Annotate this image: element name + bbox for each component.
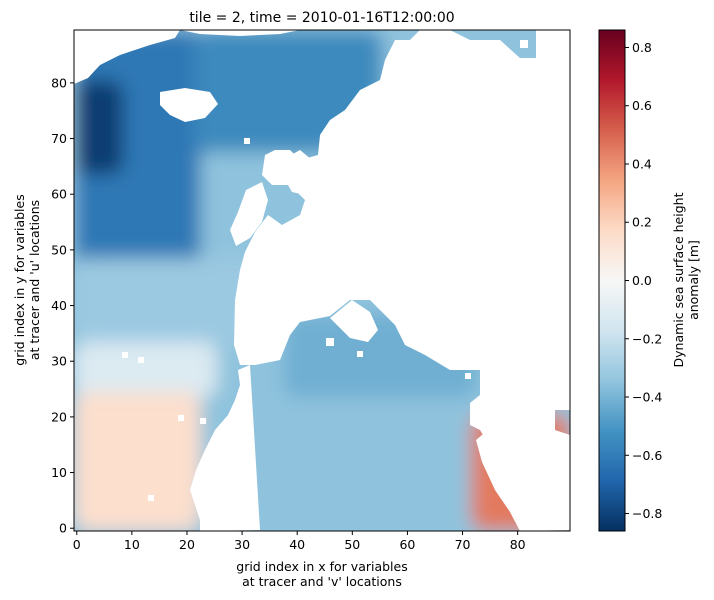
y-axis: 0 10 20 30 40 50 60 70 80 [51, 75, 74, 536]
colorbar-tick-label: 0.6 [632, 98, 652, 113]
x-tick-label: 50 [344, 537, 360, 552]
land-italy [330, 300, 378, 342]
x-tick-label: 0 [73, 537, 81, 552]
plot-area: 0 10 20 30 40 50 60 70 80 0 10 20 30 40 50 60 70 80 [51, 29, 571, 552]
land-dot-10 [520, 40, 528, 48]
colorbar-label-line-2: anomaly [m] [686, 240, 701, 320]
field-region-2 [74, 80, 124, 175]
colorbar: −0.8 −0.6 −0.4 −0.2 0.0 0.2 0.4 0.6 0.8 Dynamic … [598, 29, 701, 532]
colorbar-tick-label: 0.0 [632, 273, 652, 288]
y-tick-label: 50 [51, 242, 67, 257]
land-dot-2 [138, 357, 144, 363]
y-axis-label-line-2: at tracer and 'u' locations [27, 200, 42, 360]
x-tick-label: 80 [510, 537, 526, 552]
land-mask [74, 30, 570, 531]
land-top-strip [180, 30, 300, 36]
x-axis: 0 10 20 30 40 50 60 70 80 [73, 531, 526, 552]
x-tick-label: 30 [234, 537, 250, 552]
colorbar-tick-label: 0.4 [632, 156, 652, 171]
x-tick-label: 10 [124, 537, 140, 552]
field-region-7 [74, 391, 201, 531]
land-dot-1 [122, 352, 128, 358]
land-british-isles [230, 182, 268, 246]
land-europe-africa [234, 30, 570, 505]
colorbar-tick-label: 0.8 [632, 40, 652, 55]
land-dot-3 [148, 495, 154, 501]
x-axis-label-line-2: at tracer and 'v' locations [242, 574, 402, 589]
y-tick-label: 20 [51, 409, 67, 424]
y-tick-label: 30 [51, 354, 67, 369]
colorbar-tick-label: −0.2 [632, 331, 662, 346]
colorbar-tick-label: −0.4 [632, 390, 662, 405]
colorbar-ticks: −0.8 −0.6 −0.4 −0.2 0.0 0.2 0.4 0.6 0.8 [625, 40, 662, 521]
land-island [160, 88, 218, 122]
colorbar-label-line-1: Dynamic sea surface height [671, 192, 686, 367]
colorbar-tick-label: 0.2 [632, 215, 652, 230]
plot-frame [73, 29, 571, 532]
land-scandinavia [282, 150, 315, 195]
ssh-field [74, 30, 570, 531]
x-tick-label: 70 [455, 537, 471, 552]
y-tick-label: 10 [51, 465, 67, 480]
land-dot-6 [326, 338, 334, 346]
land-dot-8 [465, 373, 471, 379]
land-dot-5 [200, 418, 206, 424]
land-dot-7 [357, 351, 363, 357]
y-tick-label: 0 [59, 521, 67, 536]
y-tick-label: 70 [51, 131, 67, 146]
y-tick-label: 60 [51, 187, 67, 202]
field-region-6 [74, 341, 218, 398]
x-tick-label: 40 [289, 537, 305, 552]
y-axis-label-line-1: grid index in y for variables [12, 194, 27, 365]
colorbar-tick-label: −0.6 [632, 448, 662, 463]
x-tick-label: 20 [179, 537, 195, 552]
land-greenland [74, 30, 180, 84]
colorbar-gradient [598, 29, 626, 532]
x-axis-label-line-1: grid index in x for variables [236, 559, 407, 574]
x-tick-label: 60 [399, 537, 415, 552]
y-tick-label: 80 [51, 75, 67, 90]
land-arabia [476, 430, 570, 531]
colorbar-tick-label: −0.8 [632, 506, 662, 521]
land-dot-9 [244, 138, 250, 144]
land-dot-4 [178, 415, 184, 421]
land-west-africa-bulge [190, 365, 260, 531]
y-tick-label: 40 [51, 298, 67, 313]
chart-title: tile = 2, time = 2010-01-16T12:00:00 [189, 10, 454, 26]
